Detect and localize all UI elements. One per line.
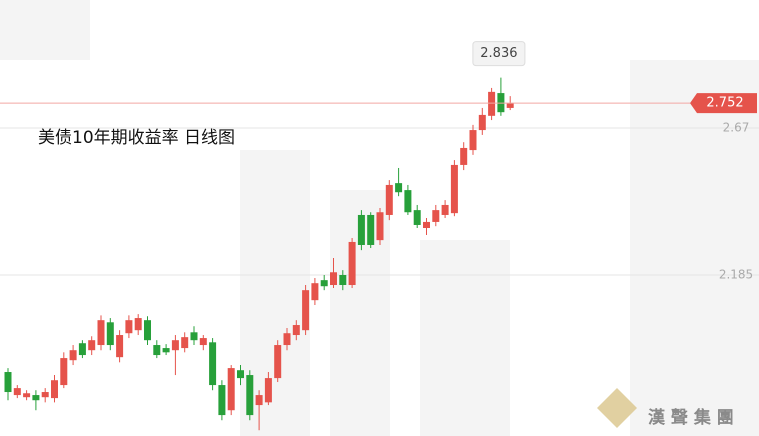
candle-body — [264, 378, 272, 403]
candle-body — [144, 320, 151, 341]
candle-body — [41, 392, 49, 398]
candle-body — [125, 320, 133, 334]
candle-body — [441, 204, 449, 215]
candle-body — [60, 358, 68, 386]
candle-body — [339, 275, 347, 286]
watermark: 漢 聲 集 團 — [648, 407, 734, 428]
candle-body — [23, 393, 31, 398]
candle-body — [376, 212, 384, 241]
candle-body — [413, 210, 421, 225]
candle-body — [106, 322, 114, 346]
candle-body — [4, 372, 12, 393]
candle-body — [367, 214, 375, 245]
candle-body — [116, 335, 124, 358]
candle-body — [292, 325, 300, 336]
max-callout-box — [472, 41, 526, 67]
candle-body — [283, 333, 291, 346]
candle-body — [330, 272, 337, 286]
candle-body — [69, 350, 77, 361]
candle-body — [311, 283, 319, 301]
candle-body — [274, 345, 282, 379]
candle-body — [218, 385, 226, 416]
candle-body — [432, 210, 440, 222]
candle-body — [506, 103, 514, 108]
candle-body — [469, 130, 477, 151]
candle-body — [32, 395, 40, 401]
candle-body — [404, 190, 412, 213]
candle-body — [88, 340, 96, 351]
candle-body — [302, 290, 310, 331]
candle-body — [348, 241, 356, 286]
max-callout-label: 2.836 — [480, 46, 517, 61]
candle-body — [227, 368, 235, 411]
candle-body — [395, 183, 403, 193]
candle-body — [255, 395, 263, 406]
chart-title: 美债10年期收益率 日线图 — [38, 128, 235, 148]
candle-body — [51, 380, 58, 399]
candle-body — [171, 340, 179, 351]
candle-body — [134, 318, 142, 331]
candle-body — [13, 388, 21, 396]
candle-body — [97, 320, 105, 346]
candle-body — [78, 343, 86, 356]
candle-body — [237, 370, 244, 379]
candle-body — [488, 91, 496, 116]
candle-body — [357, 214, 365, 245]
candle-body — [423, 221, 430, 229]
last-price-label: 2.752 — [706, 96, 743, 111]
candle-body — [199, 338, 207, 346]
candle-body — [190, 332, 198, 341]
y-tick-label: 2.67 — [723, 120, 750, 134]
candle-body — [478, 114, 486, 131]
candle-body — [246, 375, 254, 416]
y-tick-label: 2.185 — [719, 268, 753, 282]
candle-body — [153, 345, 161, 356]
candle-body — [209, 342, 217, 386]
watermark-logo — [597, 388, 637, 428]
candle-body — [385, 184, 393, 215]
candle-body — [162, 348, 170, 353]
last-price-tag — [690, 93, 757, 114]
candle-body — [320, 280, 328, 287]
candle-body — [460, 147, 468, 165]
candle-body — [181, 337, 189, 349]
candle-body — [450, 164, 458, 214]
